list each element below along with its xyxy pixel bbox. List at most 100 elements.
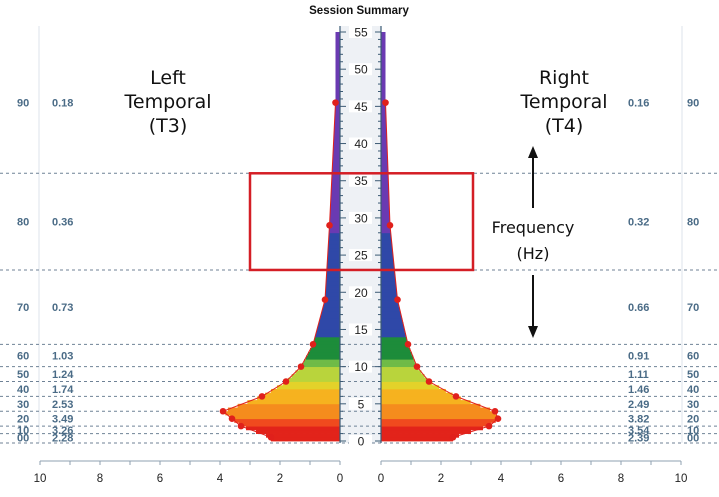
- right-spectrum-bar: [381, 240, 392, 245]
- left-band-value: 1.74: [52, 384, 74, 396]
- percentile-label-right: 90: [687, 98, 699, 110]
- left-spectrum-bar: [318, 322, 340, 327]
- percentile-label-left: 20: [17, 414, 29, 426]
- left-spectrum-bar: [247, 400, 340, 405]
- left-spectrum-bar: [291, 374, 340, 379]
- right-spectrum-bar: [381, 284, 397, 289]
- left-spectrum-bar: [332, 158, 340, 163]
- right-spectrum-bar: [381, 199, 390, 204]
- left-spectrum-bar: [327, 251, 340, 256]
- left-spectrum-bar: [335, 84, 340, 89]
- right-spectrum-bar: [381, 117, 387, 122]
- right-spectrum-bar: [381, 418, 496, 423]
- left-spectrum-bar: [265, 392, 340, 397]
- right-x-tick-label: 10: [675, 473, 688, 485]
- left-panel-label-line: (T3): [148, 115, 188, 137]
- left-spectrum-bar: [227, 407, 340, 412]
- right-spectrum-bar: [381, 61, 386, 66]
- left-spectrum-bar: [335, 50, 340, 55]
- y-tick-label: 45: [354, 100, 368, 114]
- percentile-label-left: 50: [17, 369, 29, 381]
- left-spectrum-bar: [325, 288, 340, 293]
- left-spectrum-bar: [335, 95, 340, 100]
- right-x-tick-label: 6: [558, 473, 564, 485]
- right-spectrum-bar: [381, 407, 491, 412]
- right-spectrum-point: [386, 222, 394, 229]
- y-tick-label: 20: [354, 286, 368, 300]
- right-spectrum-bar: [381, 50, 386, 55]
- right-spectrum-bar: [381, 273, 396, 278]
- left-spectrum-bar: [329, 217, 340, 223]
- left-spectrum-bar: [238, 422, 340, 427]
- left-spectrum-bar: [302, 362, 340, 368]
- y-tick-label: 15: [354, 323, 368, 337]
- left-spectrum-bar: [287, 377, 340, 382]
- right-spectrum-bar: [381, 177, 389, 182]
- right-band-value: 1.46: [628, 384, 649, 396]
- left-spectrum-bar: [312, 344, 340, 349]
- y-tick-label-bg: [349, 100, 372, 113]
- left-spectrum-point: [309, 341, 317, 348]
- left-spectrum-bar: [330, 195, 340, 200]
- left-band-value: 3.49: [52, 414, 73, 426]
- right-spectrum-bar: [381, 325, 405, 330]
- percentile-label-right: 50: [687, 369, 699, 381]
- left-spectrum-bar: [330, 199, 340, 204]
- left-spectrum-bar: [319, 318, 340, 323]
- right-spectrum-bar: [381, 132, 387, 137]
- right-spectrum-bar: [381, 255, 394, 260]
- left-spectrum-bar: [325, 292, 340, 297]
- right-spectrum-point: [413, 363, 421, 370]
- left-spectrum-bar: [335, 106, 340, 111]
- right-band-value: 2.39: [628, 432, 649, 444]
- right-spectrum-bar: [381, 377, 428, 382]
- right-spectrum-bar: [381, 422, 492, 427]
- right-spectrum-bar: [381, 295, 398, 301]
- left-spectrum-bar: [325, 295, 340, 301]
- right-spectrum-bar: [381, 351, 412, 356]
- right-spectrum-bar: [381, 307, 400, 312]
- right-spectrum-bar: [381, 113, 386, 118]
- right-spectrum-point: [404, 341, 412, 348]
- right-spectrum-bar: [381, 139, 387, 144]
- percentile-label-right: 70: [687, 302, 699, 314]
- right-spectrum-bar: [381, 251, 393, 256]
- left-spectrum-bar: [330, 203, 340, 208]
- left-spectrum-bar: [329, 225, 340, 230]
- right-spectrum-point: [485, 422, 493, 430]
- right-spectrum-bar: [381, 191, 389, 196]
- right-spectrum-bar: [381, 195, 389, 200]
- percentile-label-left: 90: [17, 98, 29, 110]
- percentile-label-right: 20: [687, 414, 699, 426]
- percentile-label-left: 10: [17, 425, 29, 437]
- left-spectrum-bar: [295, 370, 340, 375]
- right-spectrum-bar: [381, 262, 394, 267]
- y-tick-label-bg: [349, 211, 372, 224]
- y-tick-label: 5: [358, 397, 365, 411]
- left-spectrum-bar: [327, 262, 340, 267]
- y-tick-label: 55: [354, 26, 368, 40]
- right-spectrum-bar: [381, 80, 386, 85]
- left-spectrum-bar: [313, 340, 340, 345]
- right-spectrum-bar: [381, 344, 409, 349]
- y-tick-label: 40: [354, 137, 368, 151]
- right-spectrum-bar: [381, 39, 386, 44]
- right-spectrum-bar: [381, 348, 411, 353]
- right-spectrum-bar: [381, 150, 388, 156]
- y-tick-label: 10: [354, 360, 368, 374]
- left-spectrum-bar: [271, 388, 340, 394]
- right-spectrum-bar: [381, 303, 399, 308]
- left-x-tick-label: 0: [337, 473, 343, 485]
- left-spectrum-bar: [314, 336, 340, 342]
- left-spectrum-point: [258, 393, 266, 400]
- right-x-tick-label: 4: [498, 473, 505, 485]
- left-spectrum-bar: [330, 206, 340, 211]
- left-spectrum-bar: [326, 273, 340, 278]
- left-spectrum-bar: [335, 35, 340, 40]
- right-spectrum-bar: [381, 169, 389, 174]
- left-spectrum-bar: [257, 396, 340, 401]
- right-spectrum-bar: [381, 403, 481, 408]
- left-spectrum-bar: [334, 113, 340, 118]
- right-band-value: 1.11: [628, 369, 649, 381]
- left-spectrum-bar: [333, 147, 340, 152]
